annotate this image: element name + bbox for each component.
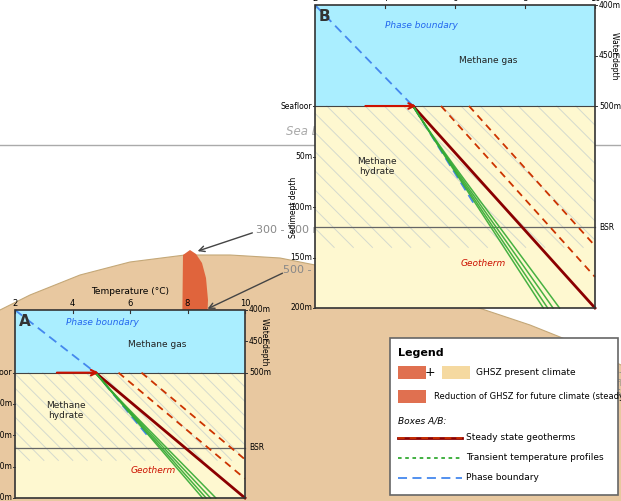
Text: Reduction of GHSZ for future climate (steady state): Reduction of GHSZ for future climate (st…: [434, 392, 621, 401]
Text: Seafloor: Seafloor: [280, 102, 312, 111]
Text: Seafloor: Seafloor: [0, 368, 12, 377]
Text: Methane gas: Methane gas: [460, 56, 518, 65]
Bar: [15, 310, 245, 498]
Text: 500 - 1000 m: 500 - 1000 m: [283, 265, 357, 275]
Text: Phase boundary: Phase boundary: [385, 21, 458, 30]
Bar: [315, 5, 595, 308]
Text: 8: 8: [185, 299, 190, 308]
Text: 6: 6: [127, 299, 133, 308]
Text: BSR: BSR: [599, 223, 614, 231]
Bar: [315, 5, 595, 106]
Text: 100m: 100m: [290, 202, 312, 211]
Text: 4: 4: [383, 0, 388, 3]
Text: Boxes A/B:: Boxes A/B:: [398, 416, 446, 425]
Text: Transient temperature profiles: Transient temperature profiles: [466, 453, 604, 462]
Text: 10: 10: [590, 0, 601, 3]
Text: Water depth: Water depth: [260, 318, 270, 365]
Text: Phase boundary: Phase boundary: [466, 473, 539, 482]
Text: 150m: 150m: [0, 462, 12, 471]
Text: 8: 8: [522, 0, 528, 3]
Text: 200m: 200m: [290, 304, 312, 313]
Text: Legend: Legend: [398, 348, 443, 358]
Text: +: +: [425, 366, 435, 379]
Text: 200m: 200m: [0, 493, 12, 501]
Text: Sea Level: Sea Level: [286, 125, 343, 138]
Text: Sub-
seafloc
GHSZ: Sub- seafloc GHSZ: [603, 368, 621, 398]
Text: 150m: 150m: [290, 253, 312, 262]
Polygon shape: [182, 250, 208, 378]
Bar: [390, 338, 618, 495]
Text: 10: 10: [240, 299, 250, 308]
Text: 450m: 450m: [249, 337, 271, 346]
Text: 50m: 50m: [0, 399, 12, 408]
Text: Sediment depth: Sediment depth: [289, 176, 297, 237]
Text: 2: 2: [12, 299, 17, 308]
Text: Geotherm: Geotherm: [130, 466, 176, 475]
Text: Steady state geotherms: Steady state geotherms: [466, 433, 575, 442]
Text: 50m: 50m: [295, 152, 312, 161]
Text: Methane
hydrate: Methane hydrate: [46, 401, 86, 420]
Text: B: B: [319, 9, 330, 24]
Text: Methane
hydrate: Methane hydrate: [357, 157, 396, 176]
Text: 450m: 450m: [599, 51, 621, 60]
Text: 500m: 500m: [249, 368, 271, 377]
Bar: [398, 390, 426, 403]
Bar: [15, 310, 245, 373]
Text: A: A: [19, 314, 31, 329]
Bar: [442, 366, 470, 379]
Text: Phase boundary: Phase boundary: [66, 318, 139, 327]
Text: BSR: BSR: [249, 443, 264, 452]
Text: 2: 2: [312, 0, 317, 3]
Text: Water depth: Water depth: [610, 32, 620, 79]
Text: 300 - 500 m: 300 - 500 m: [256, 225, 324, 235]
Text: 400m: 400m: [249, 306, 271, 315]
Text: Methane gas: Methane gas: [129, 340, 187, 349]
Polygon shape: [0, 255, 621, 501]
Bar: [15, 373, 245, 498]
Text: 4: 4: [70, 299, 75, 308]
Text: GHSZ present climate: GHSZ present climate: [476, 368, 576, 377]
Text: 100m: 100m: [0, 431, 12, 440]
Text: Geotherm: Geotherm: [460, 259, 505, 268]
Text: 500m: 500m: [599, 102, 621, 111]
Text: 400m: 400m: [599, 1, 621, 10]
Bar: [398, 366, 426, 379]
Bar: [315, 106, 595, 308]
Text: 6: 6: [452, 0, 458, 3]
Text: Temperature (°C): Temperature (°C): [91, 287, 169, 296]
